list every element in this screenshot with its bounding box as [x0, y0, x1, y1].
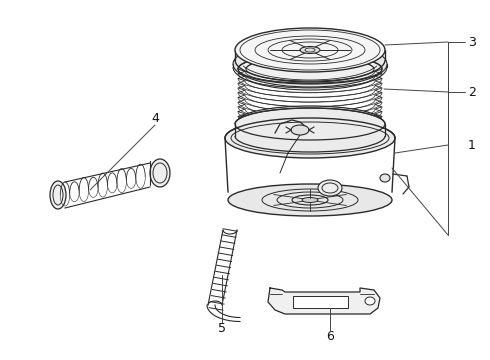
Ellipse shape: [318, 180, 342, 196]
Text: 3: 3: [468, 36, 476, 49]
Ellipse shape: [150, 159, 170, 187]
Ellipse shape: [238, 54, 382, 84]
Ellipse shape: [300, 46, 320, 54]
Bar: [293, 296, 348, 308]
Ellipse shape: [291, 125, 309, 135]
Ellipse shape: [302, 198, 318, 202]
Text: 2: 2: [468, 86, 476, 99]
Ellipse shape: [225, 118, 395, 158]
Text: 6: 6: [326, 330, 334, 343]
Ellipse shape: [235, 28, 385, 72]
Polygon shape: [268, 288, 380, 314]
Ellipse shape: [380, 174, 390, 182]
Text: 4: 4: [151, 112, 159, 125]
Ellipse shape: [50, 181, 66, 209]
Ellipse shape: [235, 108, 385, 140]
Ellipse shape: [365, 297, 375, 305]
Ellipse shape: [238, 106, 382, 136]
Text: 1: 1: [468, 139, 476, 152]
Text: 5: 5: [218, 323, 226, 336]
Ellipse shape: [233, 41, 387, 87]
Ellipse shape: [228, 184, 392, 216]
